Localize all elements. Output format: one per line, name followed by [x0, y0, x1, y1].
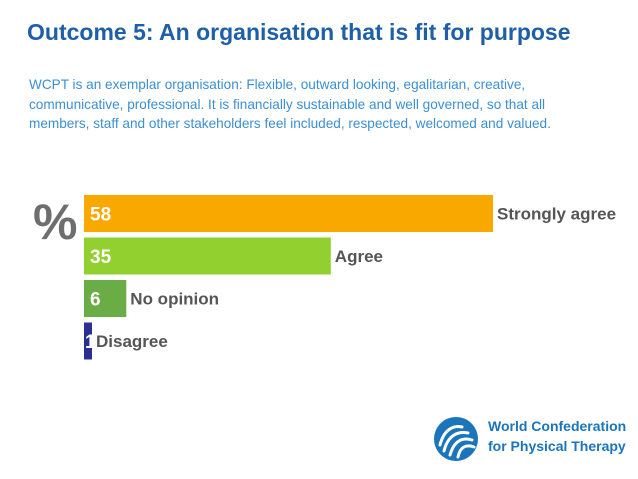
bar-label-no-opinion: No opinion — [130, 290, 219, 309]
bar-value-disagree: 1 — [85, 332, 96, 353]
bar-label-agree: Agree — [335, 247, 383, 266]
bar-group: 58 Strongly agree 35 Agree 6 No opinion 1 Disag… — [84, 195, 616, 360]
bar-agree — [84, 237, 331, 275]
bar-value-agree: 35 — [90, 247, 112, 268]
wcpt-logo-text: World Confederation for Physical Therapy — [488, 416, 626, 456]
bar-value-strongly-agree: 58 — [90, 205, 111, 226]
wcpt-logo: World Confederation for Physical Therapy — [432, 413, 626, 463]
percent-symbol: % — [33, 194, 78, 250]
outcome-description: WCPT is an exemplar organisation: Flexib… — [29, 77, 551, 131]
logo-line-1: World Confederation — [488, 418, 627, 434]
bar-label-strongly-agree: Strongly agree — [497, 205, 616, 224]
bar-disagree — [84, 322, 92, 360]
bar-value-no-opinion: 6 — [90, 290, 101, 311]
logo-line-2: for Physical Therapy — [488, 438, 626, 454]
bar-no-opinion — [84, 280, 127, 317]
slide-title: Outcome 5: An organisation that is fit f… — [27, 19, 571, 45]
bar-label-disagree: Disagree — [96, 332, 168, 351]
bar-strongly-agree — [84, 195, 493, 232]
wcpt-logo-icon — [434, 417, 478, 461]
